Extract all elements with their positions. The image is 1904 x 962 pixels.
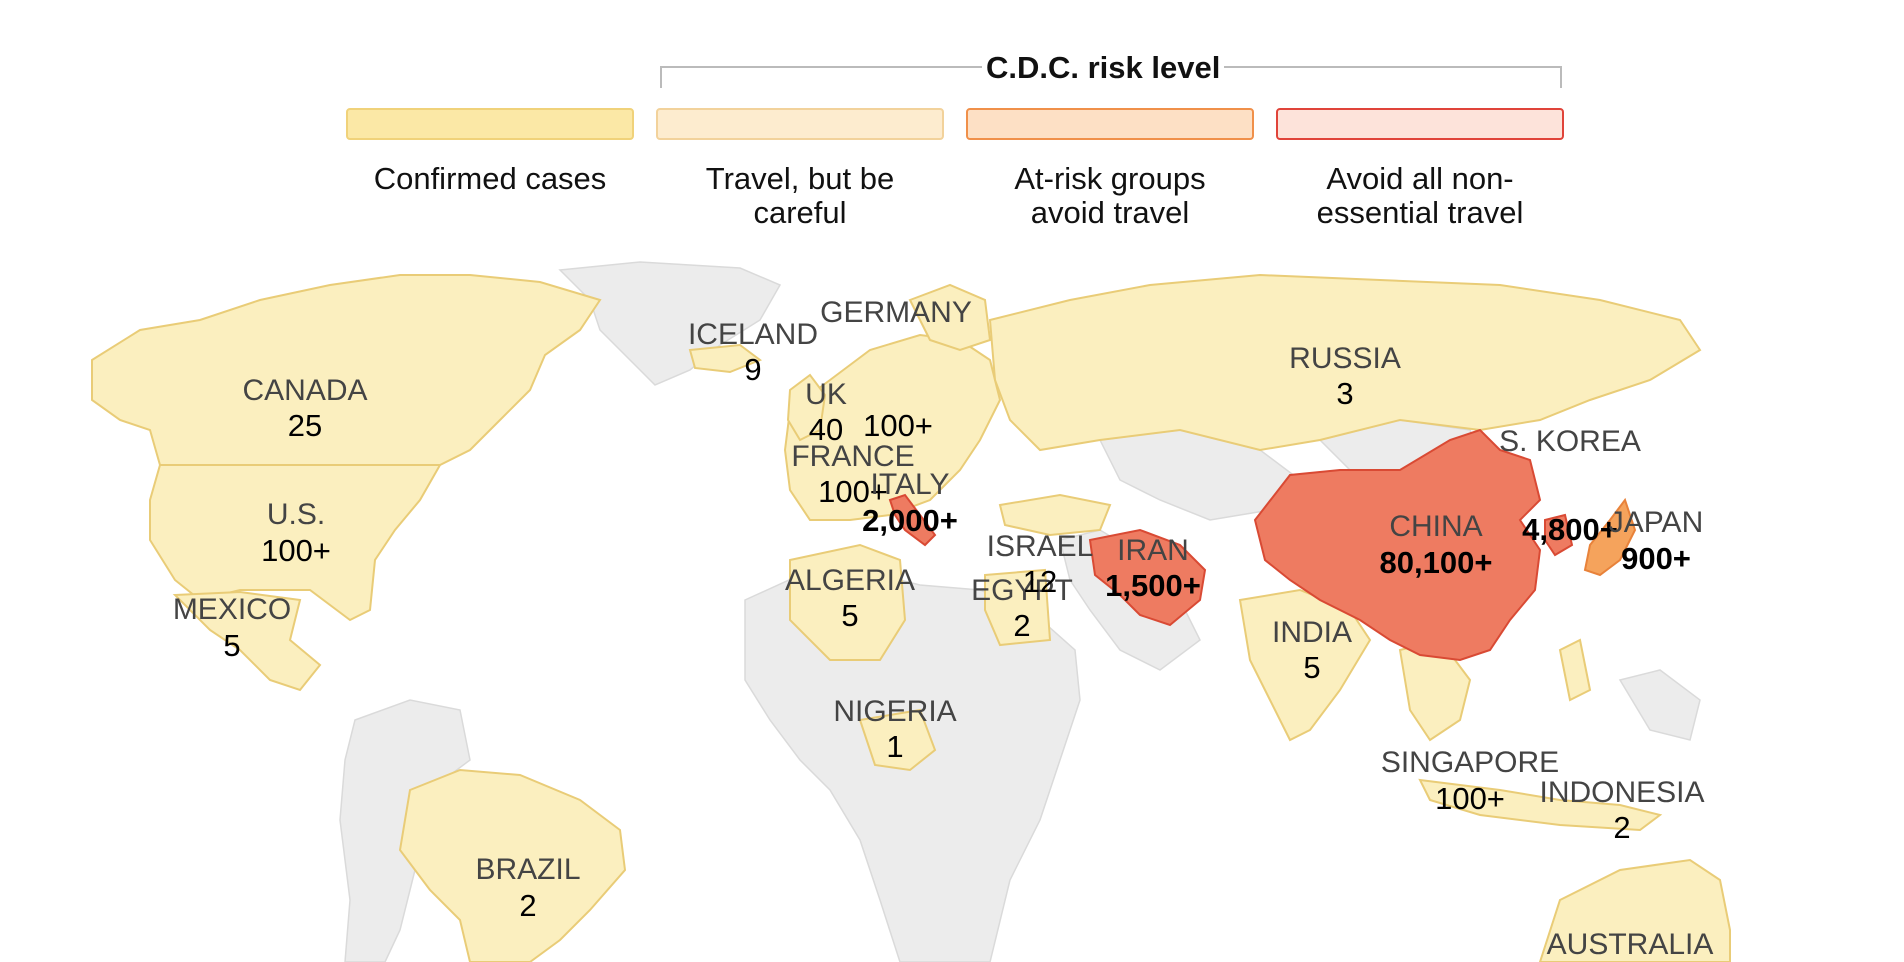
confirmed-regions — [91, 273, 1731, 962]
label-indonesia-count: 2 — [1613, 810, 1631, 845]
label-russia-count: 3 — [1336, 376, 1354, 411]
label-us-name: U.S. — [266, 498, 326, 531]
label-brazil-count: 2 — [519, 888, 537, 923]
label-egypt-count: 2 — [1013, 608, 1031, 643]
label-france-name: FRANCE — [791, 440, 915, 473]
label-singapore-name: SINGAPORE — [1380, 746, 1560, 779]
label-south-korea-count: 4,800+ — [1522, 512, 1618, 547]
label-iceland-count: 9 — [744, 352, 762, 387]
label-egypt-name: EGYPT — [971, 574, 1073, 607]
region-mexico — [172, 590, 322, 692]
label-canada-name: CANADA — [242, 374, 368, 407]
label-india-count: 5 — [1303, 650, 1321, 685]
region-south-korea — [1544, 513, 1574, 557]
legend-label-at-risk: At-risk groups avoid travel — [1014, 161, 1206, 230]
region-turkey — [998, 493, 1112, 537]
label-japan-count: 900+ — [1621, 541, 1691, 576]
label-algeria-name: ALGERIA — [784, 564, 916, 597]
legend-swatch-avoid-all — [1276, 108, 1564, 140]
label-brazil-name: BRAZIL — [475, 853, 581, 886]
region-algeria — [789, 543, 907, 661]
legend-heading: C.D.C. risk level — [982, 50, 1225, 86]
legend-swatch-confirmed — [346, 108, 634, 140]
label-italy-count: 2,000+ — [862, 503, 958, 538]
label-australia-name: AUSTRALIA — [1546, 928, 1714, 961]
label-iran-count: 1,500+ — [1105, 568, 1201, 603]
region-iceland — [688, 343, 763, 374]
label-nigeria-name: NIGERIA — [833, 695, 957, 728]
region-russia — [988, 273, 1702, 452]
region-egypt — [984, 568, 1052, 647]
legend-swatch-travel-careful — [656, 108, 944, 140]
region-brazil — [398, 768, 627, 962]
label-iceland-name: ICELAND — [687, 318, 819, 351]
label-italy-name: ITALY — [870, 468, 950, 501]
region-canada — [91, 274, 602, 466]
label-iran-name: IRAN — [1117, 534, 1189, 567]
region-usa — [149, 464, 442, 622]
region-europe — [783, 333, 1002, 521]
region-italy — [888, 493, 937, 547]
label-canada-count: 25 — [287, 408, 323, 443]
label-indonesia-name: INDONESIA — [1539, 776, 1705, 809]
label-algeria-count: 5 — [841, 598, 859, 633]
region-indonesia — [1418, 778, 1663, 832]
label-china-name: CHINA — [1389, 510, 1483, 543]
region-scandinavia — [908, 283, 992, 352]
region-uk — [786, 373, 827, 442]
label-russia-name: RUSSIA — [1289, 342, 1401, 375]
label-france-count: 100+ — [818, 474, 888, 509]
label-nigeria-count: 1 — [886, 729, 904, 764]
label-mexico-count: 5 — [223, 628, 241, 663]
region-philippines — [1558, 638, 1592, 702]
region-nigeria — [858, 708, 937, 772]
region-australia — [1538, 858, 1731, 962]
region-sea-islands — [1618, 669, 1701, 741]
region-japan — [1583, 497, 1637, 577]
legend-label-confirmed: Confirmed cases — [373, 161, 607, 196]
label-israel-name: ISRAEL — [986, 530, 1094, 563]
label-china-count: 80,100+ — [1379, 545, 1493, 580]
label-us-count: 100+ — [261, 533, 331, 568]
region-iran — [1088, 528, 1207, 627]
label-germany-name: GERMANY — [820, 296, 972, 329]
label-israel-count: 12 — [1022, 564, 1058, 599]
label-india-name: INDIA — [1271, 616, 1353, 649]
region-china — [1253, 428, 1542, 662]
label-mexico-name: MEXICO — [172, 593, 292, 626]
label-south-korea-name: S. KOREA — [1499, 425, 1641, 458]
legend-swatch-at-risk — [966, 108, 1254, 140]
legend-label-travel-careful: Travel, but be careful — [705, 161, 895, 230]
legend-label-avoid-all: Avoid all non-essential travel — [1316, 161, 1524, 230]
label-singapore-count: 100+ — [1435, 781, 1505, 816]
label-uk-count: 40 — [808, 412, 844, 447]
label-japan-name: JAPAN — [1608, 506, 1704, 539]
medium-risk-regions — [1583, 497, 1637, 577]
high-risk-regions — [888, 428, 1574, 662]
label-germany-count: 100+ — [863, 408, 933, 443]
label-uk-name: UK — [805, 378, 847, 411]
